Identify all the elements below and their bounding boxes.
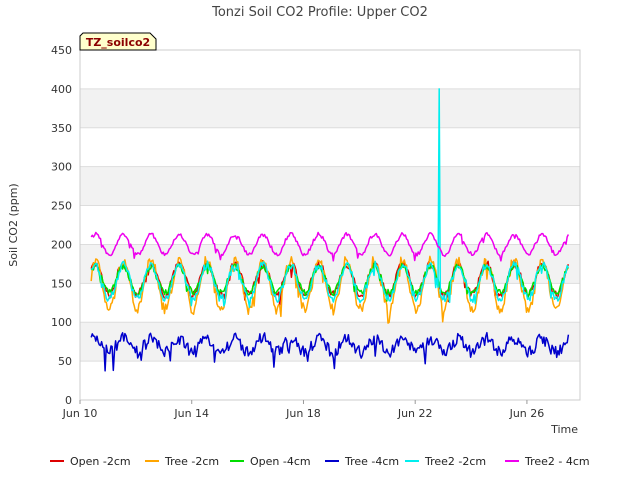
- y-tick-label: 50: [58, 355, 72, 368]
- y-axis: 0 50 100 150 200 250 300 350 400 450: [51, 44, 72, 407]
- legend-item: Tree -4cm: [325, 455, 399, 468]
- y-tick-label: 300: [51, 161, 72, 174]
- x-axis: Jun 10 Jun 14 Jun 18 Jun 22 Jun 26: [62, 400, 545, 420]
- legend-label: Tree2 -2cm: [424, 455, 486, 468]
- legend-label: Open -4cm: [250, 455, 311, 468]
- x-tick-label: Jun 10: [62, 407, 98, 420]
- series-line-tree2-2cm: [91, 88, 570, 309]
- series-line-tree-4cm: [90, 331, 570, 372]
- x-tick-label: Jun 18: [285, 407, 321, 420]
- legend-label: Tree -4cm: [344, 455, 399, 468]
- legend-label: Tree2 - 4cm: [524, 455, 590, 468]
- y-axis-label: Soil CO2 (ppm): [7, 183, 20, 266]
- plot-band: [80, 166, 580, 206]
- legend-item: Tree -2cm: [145, 455, 219, 468]
- badge-box: [79, 32, 157, 51]
- y-tick-label: 100: [51, 316, 72, 329]
- x-tick-label: Jun 22: [397, 407, 433, 420]
- x-axis-label: Time: [550, 423, 578, 436]
- y-tick-label: 400: [51, 83, 72, 96]
- x-tick-label: Jun 14: [173, 407, 209, 420]
- series-line-open-4cm: [90, 262, 569, 302]
- legend-item: Open -4cm: [230, 455, 311, 468]
- legend-item: Open -2cm: [50, 455, 131, 468]
- series-line-tree2-4cm: [90, 231, 570, 262]
- y-tick-label: 450: [51, 44, 72, 57]
- series-layer: [90, 88, 570, 372]
- legend-item: Tree2 - 4cm: [505, 455, 590, 468]
- y-tick-label: 350: [51, 122, 72, 135]
- y-tick-label: 200: [51, 238, 72, 251]
- plot-band: [80, 88, 580, 128]
- x-tick-label: Jun 26: [509, 407, 545, 420]
- y-tick-label: 150: [51, 277, 72, 290]
- plot-frame: [79, 49, 581, 401]
- y-tick-label: 0: [65, 394, 72, 407]
- y-tick-label: 250: [51, 200, 72, 213]
- legend: Open -2cm Tree -2cm Open -4cm Tree -4cm Tree…: [50, 455, 590, 468]
- legend-label: Open -2cm: [70, 455, 131, 468]
- plot-bands: [80, 88, 580, 362]
- chart-title: Tonzi Soil CO2 Profile: Upper CO2: [211, 5, 428, 20]
- gridlines: [80, 49, 580, 401]
- legend-item: Tree2 -2cm: [405, 455, 486, 468]
- badge-label: TZ_soilco2: [86, 36, 150, 49]
- legend-label: Tree -2cm: [164, 455, 219, 468]
- badge: TZ_soilco2: [79, 32, 157, 51]
